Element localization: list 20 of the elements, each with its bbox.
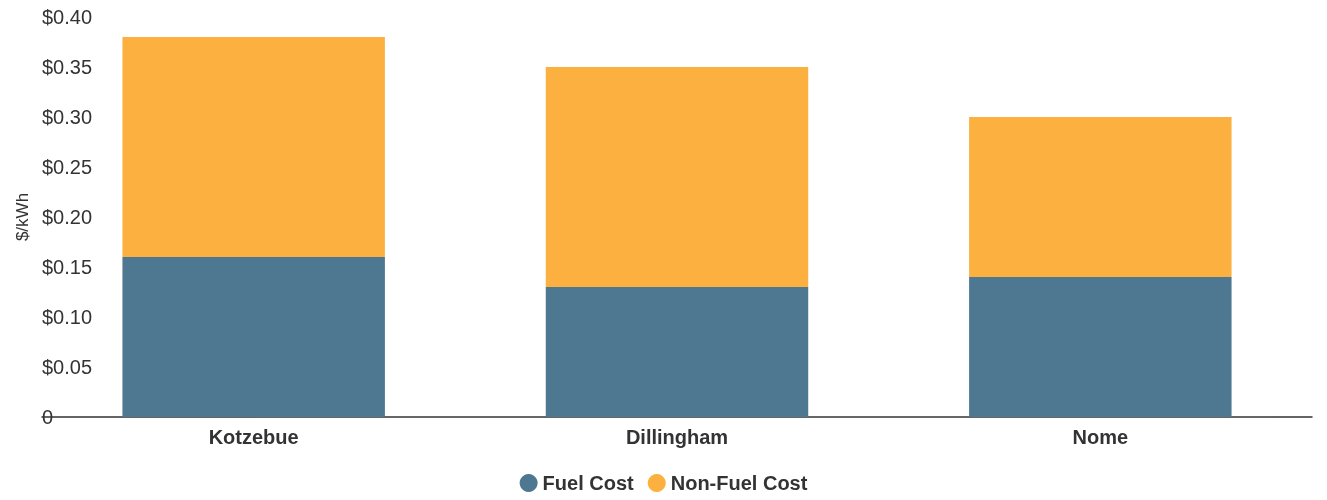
legend-label: Fuel Cost: [542, 472, 635, 494]
y-tick-label: $0.05: [42, 356, 93, 378]
y-tick-label: $0.30: [42, 106, 93, 128]
y-tick-label: $0.10: [42, 306, 93, 328]
bar: [122, 37, 385, 257]
legend-label: Non-Fuel Cost: [670, 472, 808, 494]
x-tick-label: Kotzebue: [208, 426, 299, 448]
x-tick-label: Dillingham: [625, 426, 729, 448]
y-tick-label: $0.40: [42, 6, 93, 28]
y-tick-label: $0.35: [42, 56, 93, 78]
bar: [545, 287, 809, 417]
bar: [969, 117, 1232, 277]
x-tick-label: Nome: [1072, 426, 1129, 448]
y-axis-title: $/kWh: [13, 192, 33, 242]
bar: [545, 67, 809, 287]
y-tick-label: $0.20: [42, 206, 93, 228]
bar: [122, 257, 385, 417]
y-tick-label: $0.25: [42, 156, 93, 178]
bar: [969, 277, 1232, 417]
y-tick-label: $0.15: [42, 256, 93, 278]
